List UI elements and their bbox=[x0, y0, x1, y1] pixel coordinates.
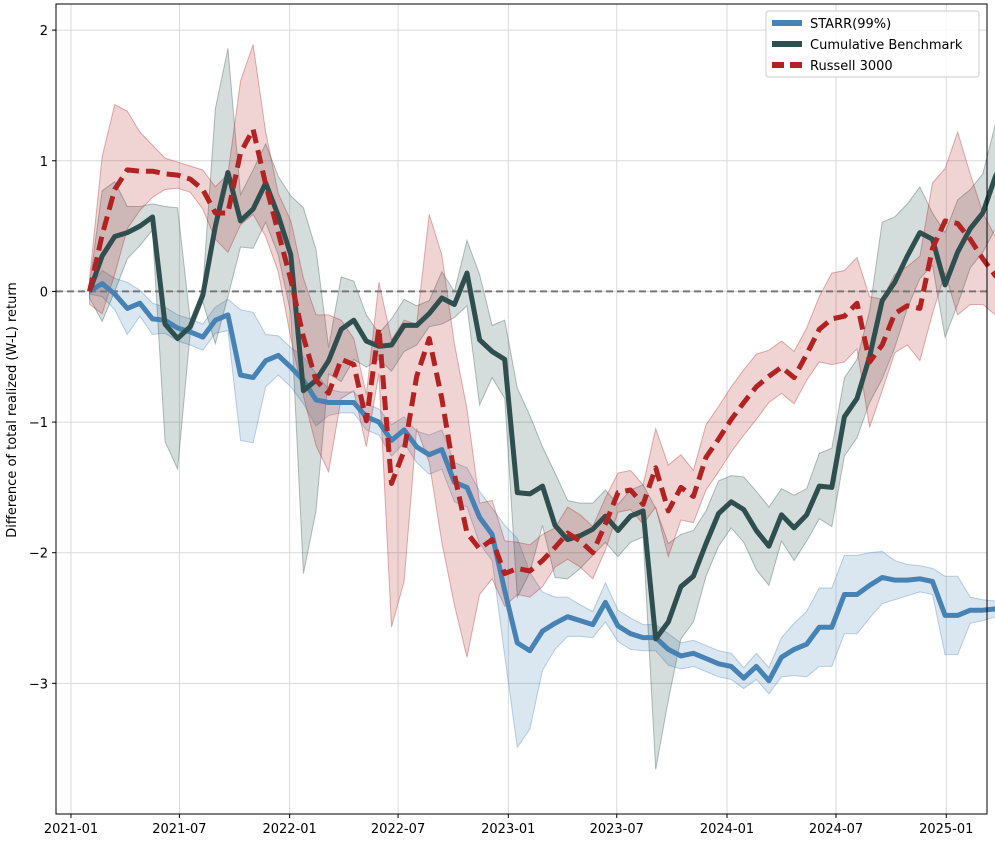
band-starr-99 bbox=[89, 269, 995, 749]
y-tick-label: −2 bbox=[29, 547, 48, 562]
legend-box bbox=[765, 10, 980, 78]
legend-label-starr: STARR(99%) bbox=[810, 17, 891, 32]
y-axis-ticks: −3 −2 −1 0 1 2 bbox=[29, 24, 56, 692]
x-tick-label: 2022-07 bbox=[371, 822, 425, 837]
series-line-cumulative-benchmark bbox=[87, 170, 995, 642]
x-tick-label: 2023-01 bbox=[481, 822, 535, 837]
x-axis-ticks: 2021-01 2021-07 2022-01 2022-07 2023-01 2023-… bbox=[44, 814, 973, 837]
band-cumulative-benchmark bbox=[89, 48, 995, 770]
series-lines bbox=[87, 126, 995, 684]
x-tick-label: 2021-01 bbox=[44, 822, 98, 837]
series-line-starr-99 bbox=[88, 281, 995, 684]
x-tick-label: 2023-07 bbox=[590, 822, 644, 837]
y-tick-label: −3 bbox=[29, 677, 48, 692]
y-axis-label: Difference of total realized (W-L) retur… bbox=[5, 282, 20, 537]
y-tick-label: −1 bbox=[29, 416, 48, 431]
series-line-russell-3000 bbox=[87, 126, 995, 577]
y-tick-label: 1 bbox=[40, 155, 48, 170]
legend-label-russell: Russell 3000 bbox=[810, 59, 893, 74]
legend-label-benchmark: Cumulative Benchmark bbox=[810, 38, 963, 53]
y-tick-label: 0 bbox=[40, 285, 48, 300]
confidence-bands bbox=[89, 44, 995, 770]
x-tick-label: 2021-07 bbox=[152, 822, 206, 837]
band-russell-3000 bbox=[89, 44, 995, 658]
legend: STARR(99%) Cumulative Benchmark Russell … bbox=[765, 10, 980, 78]
y-tick-label: 2 bbox=[40, 24, 48, 39]
x-tick-label: 2024-01 bbox=[700, 822, 754, 837]
x-tick-label: 2022-01 bbox=[262, 822, 316, 837]
plot-frame bbox=[55, 3, 988, 815]
x-tick-label: 2025-01 bbox=[919, 822, 973, 837]
x-tick-label: 2024-07 bbox=[809, 822, 863, 837]
